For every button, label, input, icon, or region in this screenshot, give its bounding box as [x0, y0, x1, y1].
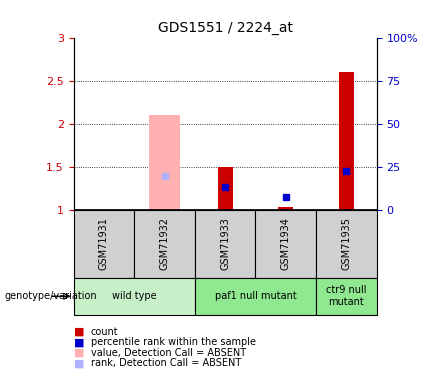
Bar	[278, 207, 293, 210]
Text: ■: ■	[74, 338, 84, 347]
Text: value, Detection Call = ABSENT: value, Detection Call = ABSENT	[91, 348, 246, 358]
Text: count: count	[91, 327, 119, 337]
Bar	[255, 210, 316, 278]
Bar	[195, 210, 255, 278]
Text: GSM71931: GSM71931	[99, 217, 109, 270]
Title: GDS1551 / 2224_at: GDS1551 / 2224_at	[158, 21, 293, 35]
Text: ■: ■	[74, 358, 84, 368]
Bar	[316, 278, 377, 315]
Bar	[74, 278, 195, 315]
Bar	[339, 72, 354, 210]
Text: ■: ■	[74, 327, 84, 337]
Text: paf1 null mutant: paf1 null mutant	[215, 291, 296, 301]
Text: ■: ■	[74, 348, 84, 358]
Bar	[217, 167, 233, 210]
Bar	[149, 115, 180, 210]
Text: ctr9 null
mutant: ctr9 null mutant	[326, 285, 367, 307]
Text: percentile rank within the sample: percentile rank within the sample	[91, 338, 256, 347]
Bar	[195, 278, 316, 315]
Text: GSM71935: GSM71935	[341, 217, 352, 270]
Text: GSM71934: GSM71934	[281, 217, 291, 270]
Text: GSM71932: GSM71932	[159, 217, 170, 270]
Text: genotype/variation: genotype/variation	[4, 291, 97, 301]
Bar	[316, 210, 377, 278]
Bar	[74, 210, 134, 278]
Bar	[134, 210, 195, 278]
Text: rank, Detection Call = ABSENT: rank, Detection Call = ABSENT	[91, 358, 241, 368]
Text: wild type: wild type	[112, 291, 157, 301]
Text: GSM71933: GSM71933	[220, 217, 230, 270]
